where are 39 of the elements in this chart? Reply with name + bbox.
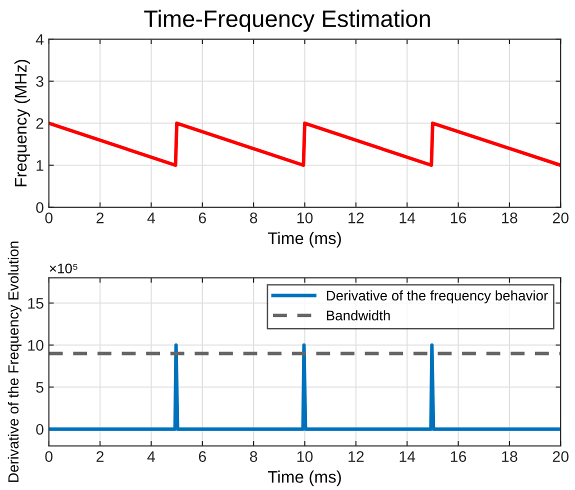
y-axis-title: Frequency (MHz): [14, 60, 30, 186]
x-tick-label: 14: [400, 212, 416, 224]
y-tick-label: 2: [36, 118, 44, 129]
legend-label: Bandwidth: [326, 310, 390, 320]
y-axis-title: Derivative of the Frequency Evolution: [8, 242, 22, 482]
x-tick-label: 10: [297, 212, 313, 224]
x-tick-label: 2: [96, 212, 104, 224]
x-tick-label: 0: [45, 212, 53, 224]
x-axis-title: Time (ms): [268, 470, 341, 486]
chart-title: Time-Frequency Estimation: [144, 10, 430, 32]
x-tick-label: 0: [45, 451, 53, 462]
x-tick-label: 12: [348, 451, 364, 462]
x-tick-label: 18: [502, 451, 518, 462]
x-tick-label: 10: [297, 451, 313, 462]
y-tick-label: 0: [36, 202, 44, 213]
x-tick-label: 20: [552, 212, 569, 224]
x-tick-label: 20: [552, 451, 569, 462]
x-tick-label: 8: [250, 212, 258, 224]
y-tick-label: 3: [36, 76, 44, 87]
x-tick-label: 12: [348, 212, 364, 224]
y-tick-label: 0: [36, 424, 44, 435]
x-tick-label: 4: [147, 212, 156, 224]
x-tick-label: 4: [147, 451, 156, 462]
x-tick-label: 6: [198, 451, 206, 462]
y-tick-label: 15: [28, 298, 44, 309]
x-tick-label: 6: [198, 212, 206, 224]
y-tick-label: 4: [36, 34, 44, 45]
legend-label: Derivative of the frequency behavior: [326, 290, 548, 304]
y-tick-label: 1: [36, 160, 44, 171]
x-tick-label: 18: [502, 212, 518, 224]
x-axis-title: Time (ms): [268, 232, 341, 248]
text: ×10⁵: [50, 264, 78, 274]
x-tick-label: 14: [400, 451, 416, 462]
x-tick-label: 16: [450, 212, 466, 224]
x-tick-label: 2: [96, 451, 104, 462]
x-tick-label: 16: [450, 451, 466, 462]
y-tick-label: 5: [36, 382, 44, 393]
y-tick-label: 10: [28, 340, 44, 351]
x-tick-label: 8: [250, 451, 258, 462]
